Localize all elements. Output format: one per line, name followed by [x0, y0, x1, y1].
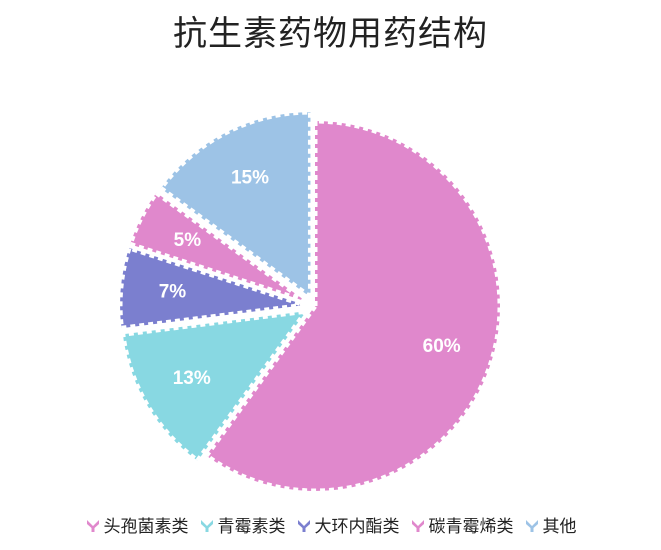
pie-slice-3	[117, 245, 308, 331]
legend-marker-icon	[200, 519, 213, 532]
legend-item-5: 其他	[524, 512, 577, 537]
legend-label: 其他	[542, 517, 577, 537]
legend: 头孢菌素类 青霉素类 大环内酯类 碳青霉烯类 其他	[0, 512, 661, 537]
legend-label: 青霉素类	[217, 517, 286, 537]
legend-marker-icon	[86, 519, 99, 532]
legend-marker-icon	[411, 519, 424, 532]
pie-slice-4	[127, 190, 309, 304]
slice-data-label-4: 5%	[174, 230, 202, 251]
chart-title: 抗生素药物用药结构	[173, 14, 488, 54]
slice-data-label-5: 15%	[231, 167, 269, 188]
pie-slice-2	[120, 308, 309, 464]
pie-slice-5	[158, 109, 313, 300]
slice-data-label-2: 13%	[173, 368, 211, 389]
legend-label: 大环内酯类	[314, 517, 400, 537]
legend-label: 碳青霉烯类	[428, 517, 514, 537]
slice-data-label-1: 60%	[423, 336, 461, 357]
legend-item-4: 碳青霉烯类	[410, 512, 514, 537]
legend-label: 头孢菌素类	[103, 517, 189, 537]
pie-slice-1	[203, 118, 503, 494]
legend-item-1: 头孢菌素类	[85, 512, 189, 537]
legend-marker-icon	[297, 519, 310, 532]
slice-data-label-3: 7%	[159, 282, 187, 303]
legend-item-3: 大环内酯类	[296, 512, 400, 537]
legend-item-2: 青霉素类	[199, 512, 286, 537]
legend-marker-icon	[525, 519, 538, 532]
